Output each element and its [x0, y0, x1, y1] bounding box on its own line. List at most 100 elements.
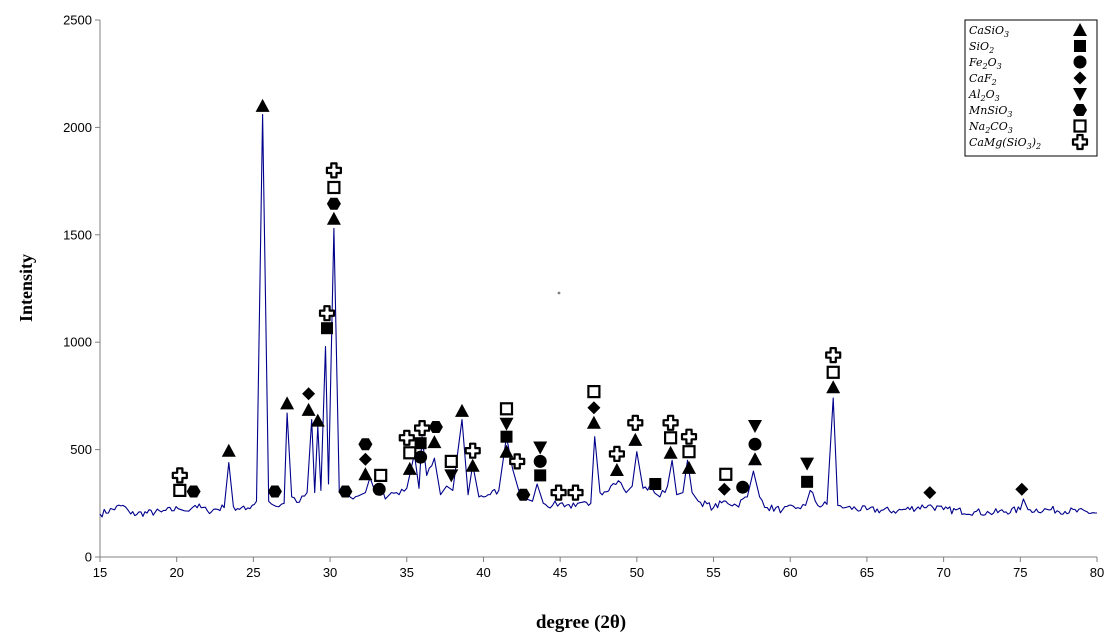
peak-marker-hexagon [267, 485, 282, 498]
y-axis-title: Intensity [16, 254, 36, 322]
legend-marker-square-filled [1074, 40, 1086, 52]
peak-marker-hexagon [358, 438, 373, 451]
peak-markers [171, 98, 1029, 501]
peak-marker-triangle-up [402, 461, 417, 475]
x-tick-label: 45 [553, 565, 567, 580]
peak-marker-triangle-down [533, 441, 548, 455]
peak-marker-square-open [719, 467, 733, 481]
peak-marker-triangle-up [255, 98, 270, 112]
peak-marker-square-filled [534, 469, 547, 482]
peak-marker-diamond [717, 482, 731, 496]
legend-label: Na2CO3 [968, 120, 1013, 135]
peak-marker-triangle-up [499, 444, 514, 458]
x-tick-label: 25 [246, 565, 260, 580]
peak-marker-cross-open [325, 162, 342, 179]
peak-marker-circle [736, 480, 750, 494]
x-axis-title: degree (2θ) [536, 612, 626, 632]
peak-marker-triangle-down [748, 420, 762, 433]
peak-marker-triangle-up [221, 443, 236, 457]
legend-marker-square-open [1073, 119, 1087, 133]
peak-marker-diamond [923, 486, 937, 500]
peak-marker-square-open [173, 483, 187, 497]
peak-marker-circle [533, 454, 547, 468]
peak-marker-diamond [587, 401, 601, 415]
x-tick-label: 20 [169, 565, 183, 580]
y-axis-ticks: 0 500 1000 1500 2000 2500 [63, 13, 100, 565]
y-tick-label: 0 [85, 550, 92, 565]
peak-marker-triangle-up [628, 432, 643, 446]
plot-frame [99, 20, 1097, 558]
x-tick-label: 65 [860, 565, 874, 580]
peak-marker-hexagon [428, 421, 443, 433]
x-tick-label: 30 [323, 565, 337, 580]
peak-marker-circle [748, 437, 762, 451]
peak-marker-square-open [682, 445, 696, 459]
peak-marker-square-open [444, 454, 458, 468]
peak-marker-cross-open [398, 429, 415, 446]
legend: CaSiO3SiO2Fe2O3CaF2Al2O3MnSiO3Na2CO3CaMg… [964, 19, 1098, 157]
peak-marker-diamond [1015, 482, 1029, 496]
peak-marker-diamond [302, 387, 316, 401]
y-tick-label: 1000 [63, 335, 92, 350]
peak-marker-hexagon [326, 197, 341, 210]
legend-label: CaSiO3 [969, 24, 1009, 39]
y-tick-label: 2500 [63, 13, 92, 28]
peak-marker-triangle-up [427, 435, 442, 449]
peak-marker-cross-open [608, 445, 626, 462]
y-tick-label: 500 [70, 442, 92, 457]
peak-marker-triangle-up [826, 380, 841, 394]
peak-marker-circle [372, 482, 386, 496]
peak-marker-square-open [499, 402, 514, 416]
legend-label: CaF2 [969, 72, 997, 87]
peak-marker-triangle-up [301, 402, 316, 416]
peak-marker-square-filled [801, 475, 814, 488]
peak-marker-cross-open [627, 414, 644, 431]
y-tick-label: 1500 [63, 227, 92, 242]
peak-marker-triangle-up [358, 467, 373, 481]
peak-marker-triangle-up [326, 211, 341, 225]
x-tick-label: 55 [706, 565, 720, 580]
x-tick-label: 50 [630, 565, 644, 580]
x-tick-label: 15 [93, 565, 107, 580]
peak-marker-square-open [663, 431, 678, 445]
peak-marker-square-filled [321, 322, 333, 335]
peak-marker-square-filled [414, 437, 427, 450]
peak-marker-square-open [403, 446, 417, 460]
peak-marker-triangle-up [609, 463, 624, 476]
legend-label: Al2O3 [968, 88, 1000, 103]
x-tick-label: 80 [1090, 565, 1104, 580]
peak-marker-triangle-down [800, 457, 815, 471]
peak-marker-triangle-up [455, 403, 469, 417]
peak-marker-square-open [826, 365, 840, 379]
legend-label: MnSiO3 [968, 104, 1013, 119]
stray-dot [557, 291, 561, 295]
peak-marker-square-filled [500, 430, 513, 443]
x-axis-ticks: 15 20 25 30 35 40 45 50 55 60 65 70 75 80 [93, 557, 1104, 580]
peak-marker-cross-open [825, 347, 842, 364]
legend-label: CaMg(SiO3)2 [969, 136, 1041, 151]
peak-marker-circle [414, 450, 428, 464]
x-tick-label: 40 [476, 565, 490, 580]
peak-marker-hexagon [186, 485, 201, 498]
peak-marker-square-open [327, 180, 341, 195]
peak-marker-triangle-down [444, 469, 459, 483]
peak-marker-square-open [374, 468, 388, 482]
x-tick-label: 75 [1013, 565, 1027, 580]
legend-label: SiO2 [969, 40, 994, 55]
peak-marker-cross-open [464, 442, 481, 459]
peak-marker-triangle-up [280, 396, 295, 410]
x-tick-label: 60 [783, 565, 797, 580]
peak-marker-hexagon [338, 485, 353, 498]
peak-marker-cross-open [567, 484, 584, 501]
x-tick-label: 70 [936, 565, 950, 580]
series-line [99, 113, 1098, 518]
legend-marker-circle [1073, 55, 1087, 69]
peak-marker-triangle-up [682, 460, 696, 474]
peak-marker-triangle-up [465, 458, 480, 472]
x-tick-label: 35 [400, 565, 414, 580]
peak-marker-square-filled [649, 478, 662, 490]
peak-marker-cross-open [680, 428, 698, 445]
peak-marker-triangle-up [586, 415, 601, 429]
peak-marker-cross-open [171, 467, 188, 484]
